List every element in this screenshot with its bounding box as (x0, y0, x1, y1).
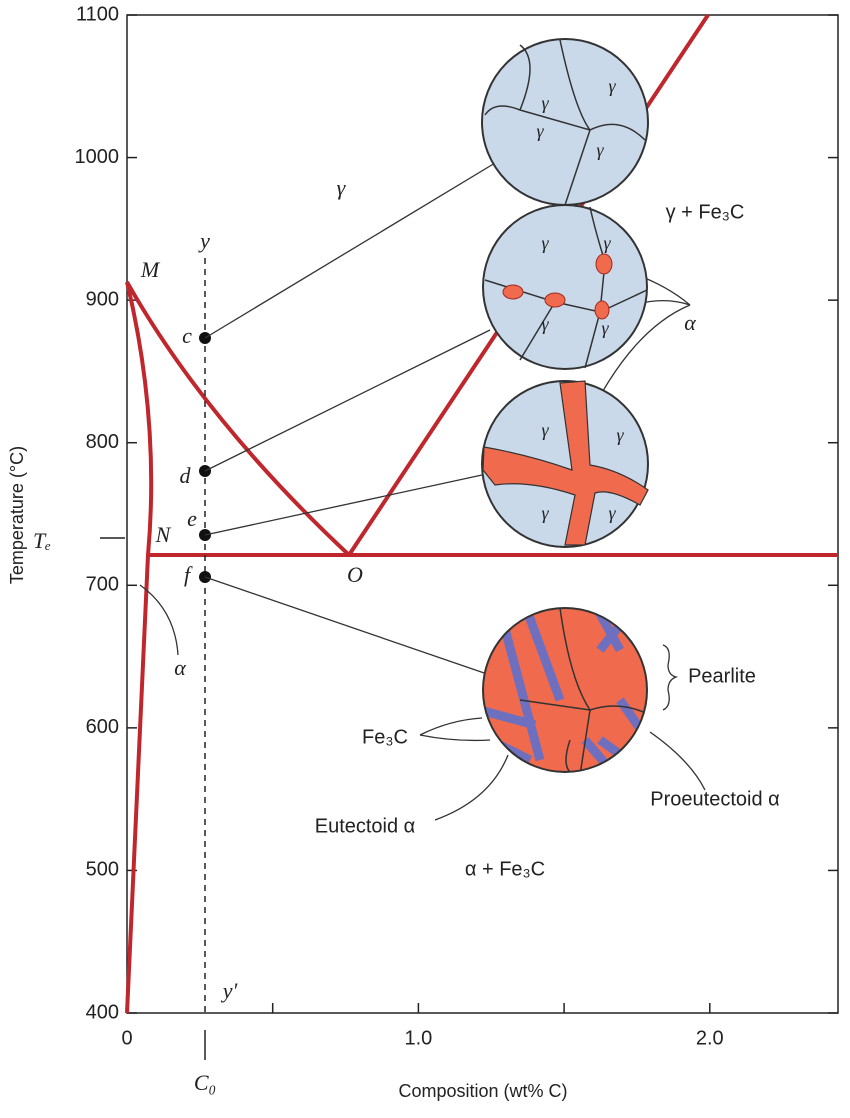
label: Eutectoid α (315, 815, 416, 837)
y-tick-label: 600 (86, 716, 119, 738)
label: f (184, 562, 193, 587)
y-tick-label: 1100 (76, 3, 119, 25)
microstructure-alpha-network (481, 380, 649, 548)
grain-label: γ (608, 76, 616, 96)
pearlite-brace (662, 644, 679, 711)
pearlite-outline (482, 607, 648, 773)
alpha-particle (544, 292, 566, 308)
y-tick-label: 1000 (75, 146, 120, 168)
grain-label: γ (541, 314, 549, 334)
alpha-arrow (139, 584, 179, 656)
label: M (140, 257, 161, 282)
label: c (182, 323, 192, 348)
label: γ (337, 175, 347, 200)
alpha-particle (502, 284, 524, 300)
label: e (187, 506, 197, 531)
alpha-particle (594, 300, 610, 320)
y-tick-label: 700 (86, 574, 119, 596)
label: Pearlite (688, 665, 756, 687)
grain-boundary (484, 206, 648, 369)
ticks: 400 500 600 700 800 900 1000 1100 0 1.0 2.0 (75, 3, 838, 1049)
y-tick-label: 800 (86, 431, 119, 453)
grain-label: γ (603, 233, 611, 253)
label: Proeutectoid α (650, 788, 779, 810)
label: γ + Fe₃C (666, 201, 745, 223)
grain-label: γ (541, 420, 549, 440)
label: C₀ (194, 1070, 216, 1095)
grain-label: γ (601, 318, 609, 338)
grain-label: γ (616, 425, 624, 445)
alpha-boundary (125, 281, 154, 1014)
x-axis-label: Composition (wt% C) (398, 1081, 567, 1101)
x-tick-label: 1.0 (404, 1027, 432, 1049)
gamma-alpha-boundary (125, 281, 351, 557)
plot-frame (126, 14, 839, 1014)
pearlite-arrows (419, 717, 706, 821)
alpha-particle (595, 253, 613, 275)
y-axis-label: Temperature (°C) (7, 446, 27, 584)
leader (204, 159, 501, 339)
grain-label: γ (536, 121, 544, 141)
grain-label: γ (541, 233, 549, 253)
grain-label: γ (608, 503, 616, 523)
alpha-network (482, 380, 649, 546)
label: d (180, 463, 192, 488)
leader (204, 474, 483, 536)
label: α (174, 655, 186, 680)
labels: γ γ + Fe₃C M N O Tₑ α y y′ c de f C₀ α Pearlite Fe₃C Eut… (33, 76, 780, 1095)
label: Tₑ (33, 528, 51, 553)
x-tick-label: 2.0 (696, 1027, 724, 1049)
grain-label: γ (596, 140, 604, 160)
pearlite-structure (483, 608, 647, 772)
y-tick-label: 500 (86, 859, 119, 881)
label: y (198, 228, 210, 253)
microstructure-gamma-alpha (482, 204, 648, 370)
leader (204, 576, 491, 676)
label: α + Fe₃C (465, 858, 545, 880)
label: y′ (221, 978, 239, 1003)
grain-boundary (484, 39, 646, 206)
label: N (155, 522, 172, 547)
y-tick-label: 900 (86, 288, 119, 310)
label: O (347, 562, 363, 587)
grain-label: γ (541, 93, 549, 113)
grain-label: γ (541, 503, 549, 523)
label: Fe₃C (362, 726, 408, 748)
label: α (684, 310, 696, 335)
leader (204, 329, 491, 472)
y-tick-label: 400 (86, 1001, 119, 1023)
x-tick-label: 0 (121, 1027, 132, 1049)
